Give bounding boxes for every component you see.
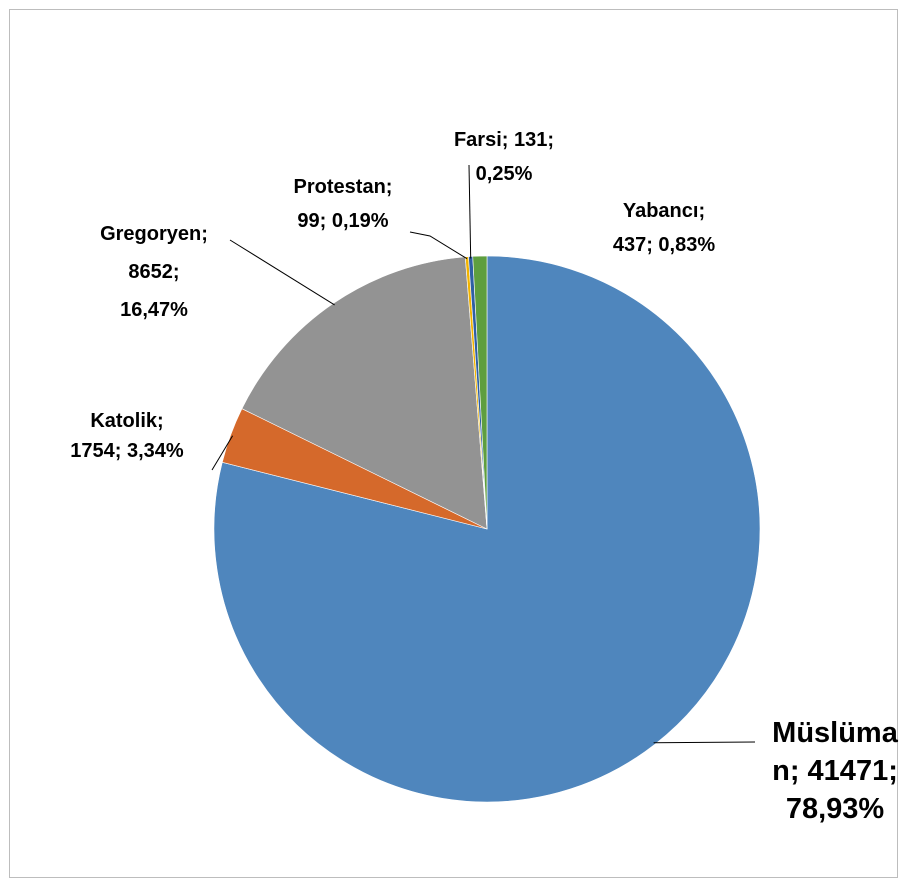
pie-slice-müslüman: [213, 255, 761, 803]
data-label-protestan: Protestan; 99; 0,19%: [294, 176, 393, 232]
data-label-yabancı: Yabancı; 437; 0,83%: [613, 200, 716, 256]
leader-line-katolik: [211, 435, 234, 471]
leader-line-gregoryen: [229, 239, 335, 306]
leader-line-farsi: [468, 164, 472, 259]
pie-slice-yabancı: [472, 255, 488, 530]
data-label-katolik: Katolik; 1754; 3,34%: [70, 410, 184, 462]
leader-line-müslüman: [653, 741, 756, 744]
leader-line-protestan: [409, 231, 468, 260]
pie-slice-gregoryen: [241, 256, 488, 530]
data-label-farsi: Farsi; 131; 0,25%: [454, 129, 554, 185]
data-label-müslüman: Müslüma n; 41471; 78,93%: [772, 717, 899, 825]
data-label-gregoryen: Gregoryen; 8652; 16,47%: [100, 223, 208, 321]
